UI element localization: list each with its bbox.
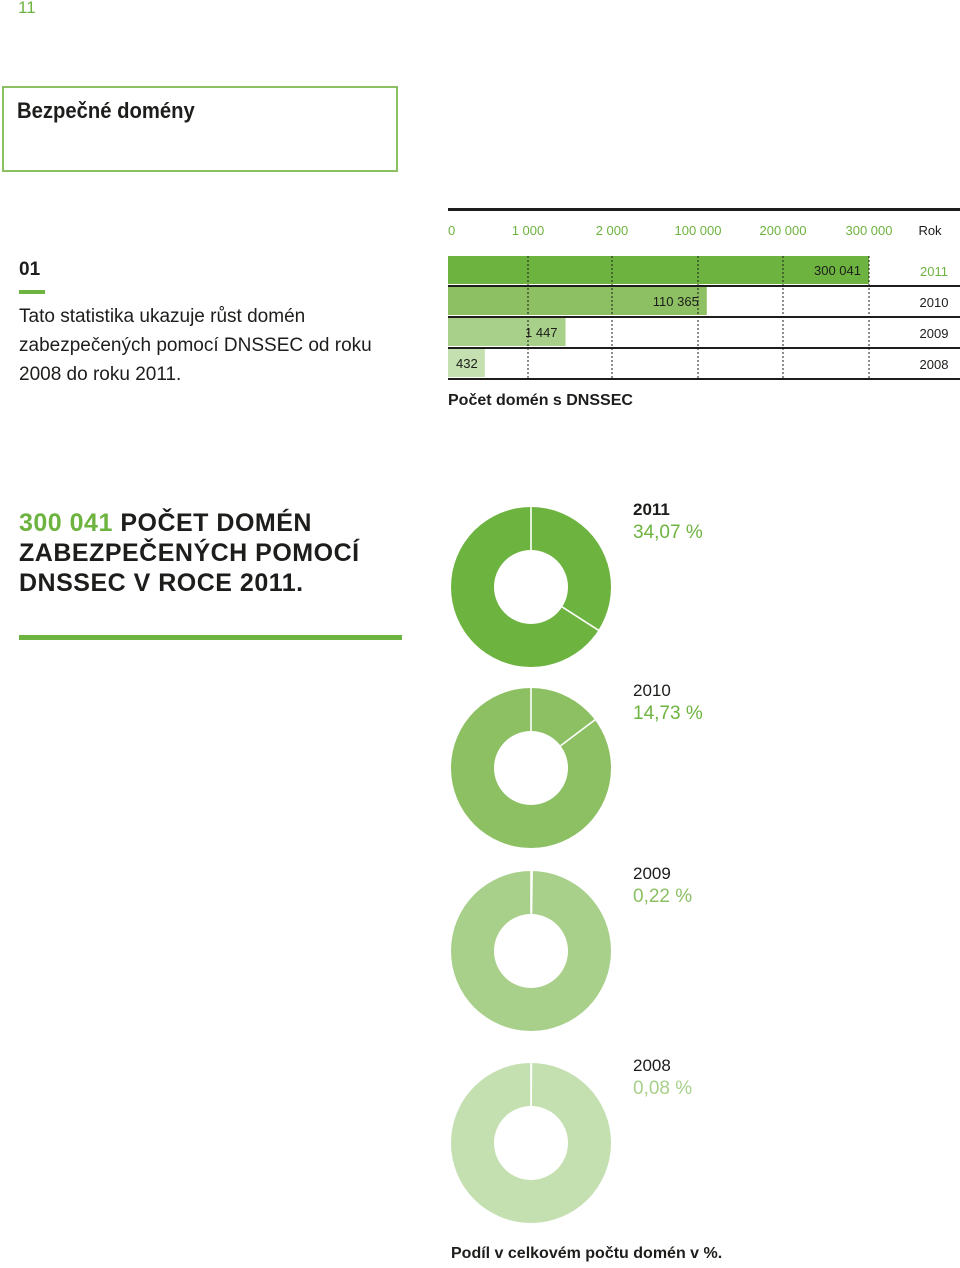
donut-year-label: 2010 xyxy=(633,681,671,700)
x-tick-label: 200 000 xyxy=(760,223,807,238)
section-accent-bar xyxy=(19,290,45,294)
highlight-number: 300 041 xyxy=(19,509,113,537)
donut-year-label: 2011 xyxy=(633,500,670,519)
section-description: Tato statistika ukazuje růst domén zabez… xyxy=(19,306,372,385)
bar-chart-caption: Počet domén s DNSSEC xyxy=(448,392,633,409)
donut-percent-label: 0,22 % xyxy=(633,886,693,907)
donut-hole xyxy=(494,1106,568,1180)
x-tick-label: 300 000 xyxy=(846,223,893,238)
x-tick-label: 0 xyxy=(448,223,455,238)
donut-block-2010: 2010 14,73 % xyxy=(448,681,948,851)
donut-year-label: 2008 xyxy=(633,1056,671,1075)
highlight-statement: 300 041 POČET DOMÉN ZABEZPEČENÝCH POMOCÍ… xyxy=(19,508,409,598)
row-divider xyxy=(448,316,960,318)
x-tick-label: 2 000 xyxy=(596,223,629,238)
donut-2010 xyxy=(451,688,611,848)
donut-hole xyxy=(494,731,568,805)
bar-value-label: 300 041 xyxy=(814,263,861,278)
bar-value-label: 1 447 xyxy=(525,325,558,340)
year-label-2011: 2011 xyxy=(920,264,948,279)
donut-2008 xyxy=(451,1062,611,1223)
donut-2009 xyxy=(451,870,611,1031)
donut-hole xyxy=(494,914,568,988)
donut-percent-label: 0,08 % xyxy=(633,1078,693,1099)
slice-divider xyxy=(560,719,596,747)
slice-divider xyxy=(530,870,533,915)
row-divider xyxy=(448,285,960,287)
bar-2010 xyxy=(448,287,707,315)
donut-hole xyxy=(494,550,568,624)
highlight-text: POČET DOMÉN ZABEZPEČENÝCH POMOCÍ DNSSEC … xyxy=(19,509,360,597)
row-divider xyxy=(448,347,960,349)
donut-percent-label: 34,07 % xyxy=(633,522,703,543)
bar-2009 xyxy=(448,318,566,346)
x-tick-label: 1 000 xyxy=(512,223,545,238)
donut-block-2008: 2008 0,08 % xyxy=(448,1056,948,1226)
highlight-accent-bar xyxy=(19,635,402,640)
donut-block-2009: 2009 0,22 % xyxy=(448,864,948,1034)
donut-percent-label: 14,73 % xyxy=(633,703,703,724)
year-label-2009: 2009 xyxy=(920,326,949,341)
page-number: 11 xyxy=(18,0,36,17)
year-label-2010: 2010 xyxy=(920,295,949,310)
title-box xyxy=(2,86,398,172)
donut-2011 xyxy=(451,507,611,667)
row-divider xyxy=(448,378,960,380)
donut-year-label: 2009 xyxy=(633,864,671,883)
x-tick-label: 100 000 xyxy=(675,223,722,238)
slice-divider xyxy=(561,606,599,631)
donut-block-2011: 2011 34,07 % xyxy=(448,500,948,670)
axis-top-rule xyxy=(448,208,960,211)
donut-caption: Podíl v celkovém počtu domén v %. xyxy=(451,1245,723,1262)
bar-2011 xyxy=(448,256,869,284)
year-label-2008: 2008 xyxy=(920,357,949,372)
year-column-header: Rok xyxy=(918,223,942,238)
bar-value-label: 432 xyxy=(456,356,478,371)
bar-value-label: 110 365 xyxy=(653,294,699,309)
bar-chart: 0 1 000 2 000 100 000 200 000 300 000 Rok 300 0… xyxy=(448,208,960,380)
section-number: 01 xyxy=(19,259,41,280)
bar-2008 xyxy=(448,349,485,377)
page-title: Bezpečné domény xyxy=(17,98,195,123)
